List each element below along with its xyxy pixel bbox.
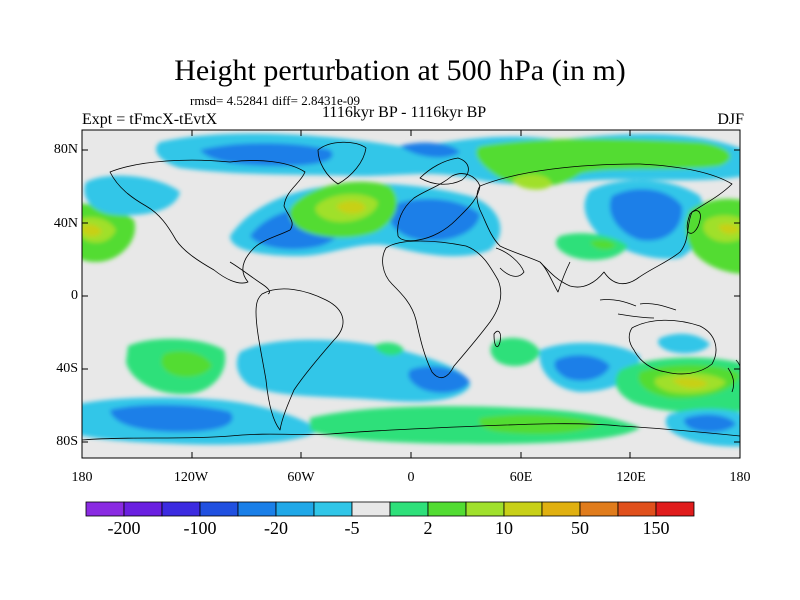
coast-madagascar <box>493 330 501 348</box>
x-tick-120e: 120E <box>616 470 646 485</box>
contour-south-pacific-green-inner <box>161 351 212 377</box>
contour-south-atlantic-dark <box>408 366 470 393</box>
y-tick-40n: 40N <box>53 216 78 231</box>
colorbar-swatch-2 <box>161 501 201 517</box>
contour-asia-dark <box>609 189 683 241</box>
coast-japan <box>686 210 701 234</box>
coast-asia <box>476 163 733 288</box>
contour-south-pacific-ridge-core <box>672 377 708 389</box>
colorbar-swatch-6 <box>313 501 353 517</box>
experiment-label: Expt = tFmcX-tEvtX <box>82 111 218 128</box>
map-title: Height perturbation at 500 hPa (in m) <box>174 54 626 87</box>
contour-east-pacific-center <box>718 223 740 235</box>
colorbar-label-7: 150 <box>642 518 670 538</box>
x-tick-0: 0 <box>407 470 415 485</box>
coast-new-zealand <box>727 359 740 393</box>
contour-polar-blue <box>400 142 460 158</box>
contour-indian-dark <box>554 355 610 381</box>
contour-siberia-green <box>476 138 731 187</box>
contour-atlantic-ridge-core <box>336 200 366 214</box>
colorbar-swatch-13 <box>579 501 619 517</box>
contour-southern-ocean-dark <box>110 404 233 432</box>
colorbar-swatch-1 <box>123 501 163 517</box>
x-tick-180w: 180 <box>71 470 93 485</box>
colorbar-swatch-9 <box>427 501 467 517</box>
y-tick-40s: 40S <box>56 361 78 376</box>
contour-siberia-yellow <box>512 174 552 190</box>
coast-arabia-india <box>495 247 571 293</box>
colorbar-swatch-14 <box>617 501 657 517</box>
contour-antarctic-green <box>310 406 640 444</box>
y-tick-eq: 0 <box>71 288 78 303</box>
colorbar-label-1: -100 <box>183 518 217 538</box>
coast-south-america <box>255 288 344 431</box>
period-label: 1116kyr BP - 1116kyr BP <box>322 104 487 121</box>
colorbar-swatch-0 <box>85 501 125 517</box>
season-label: DJF <box>717 111 744 128</box>
y-tick-80s: 80S <box>56 434 78 449</box>
axis-ticks <box>82 130 740 458</box>
colorbar-swatch-10 <box>465 501 505 517</box>
colorbar-label-0: -200 <box>107 518 141 538</box>
colorbar-label-4: 2 <box>423 518 433 538</box>
colorbar-swatch-4 <box>237 501 277 517</box>
colorbar-swatch-5 <box>275 501 315 517</box>
contour-south-east-pacific-blue <box>658 333 710 354</box>
x-tick-180e: 180 <box>729 470 751 485</box>
colorbar-swatch-12 <box>541 501 581 517</box>
contour-asia-green <box>555 233 628 261</box>
x-tick-120w: 120W <box>173 470 209 485</box>
contour-pacific-blue <box>84 175 180 216</box>
x-tick-60w: 60W <box>287 470 315 485</box>
contour-south-atlantic-blue <box>236 339 470 402</box>
colorbar-swatch-15 <box>655 501 695 517</box>
coast-indonesia <box>599 299 677 319</box>
x-tick-60e: 60E <box>509 470 533 485</box>
contour-fields <box>82 133 740 447</box>
colorbar-label-5: 10 <box>495 518 513 538</box>
colorbar-swatch-8 <box>389 501 429 517</box>
contour-asia-green-inner <box>590 239 616 250</box>
coast-scandinavia <box>419 157 469 185</box>
coast-africa <box>382 240 502 379</box>
colorbar <box>85 501 695 517</box>
coast-central-america <box>229 261 270 295</box>
contour-europe-dark <box>388 199 480 241</box>
contour-antarctic-dark-east <box>683 414 736 433</box>
contour-south-atlantic-green <box>374 342 404 356</box>
contour-indian-green <box>490 337 540 367</box>
contour-west-pacific-center <box>82 224 102 237</box>
colorbar-swatch-11 <box>503 501 543 517</box>
coast-australia <box>628 319 717 375</box>
colorbar-swatch-7 <box>351 501 391 517</box>
coast-north-america <box>109 159 306 284</box>
coast-greenland <box>317 141 367 185</box>
stats-label: rmsd= 4.52841 diff= 2.8431e-09 <box>190 93 361 108</box>
coast-antarctica <box>82 423 740 441</box>
coastlines <box>82 141 740 441</box>
colorbar-label-2: -20 <box>264 518 288 538</box>
colorbar-label-3: -5 <box>344 518 360 538</box>
colorbar-swatch-3 <box>199 501 239 517</box>
contour-canada-blue <box>200 143 333 166</box>
colorbar-label-6: 50 <box>571 518 589 538</box>
y-tick-80n: 80N <box>53 142 78 157</box>
